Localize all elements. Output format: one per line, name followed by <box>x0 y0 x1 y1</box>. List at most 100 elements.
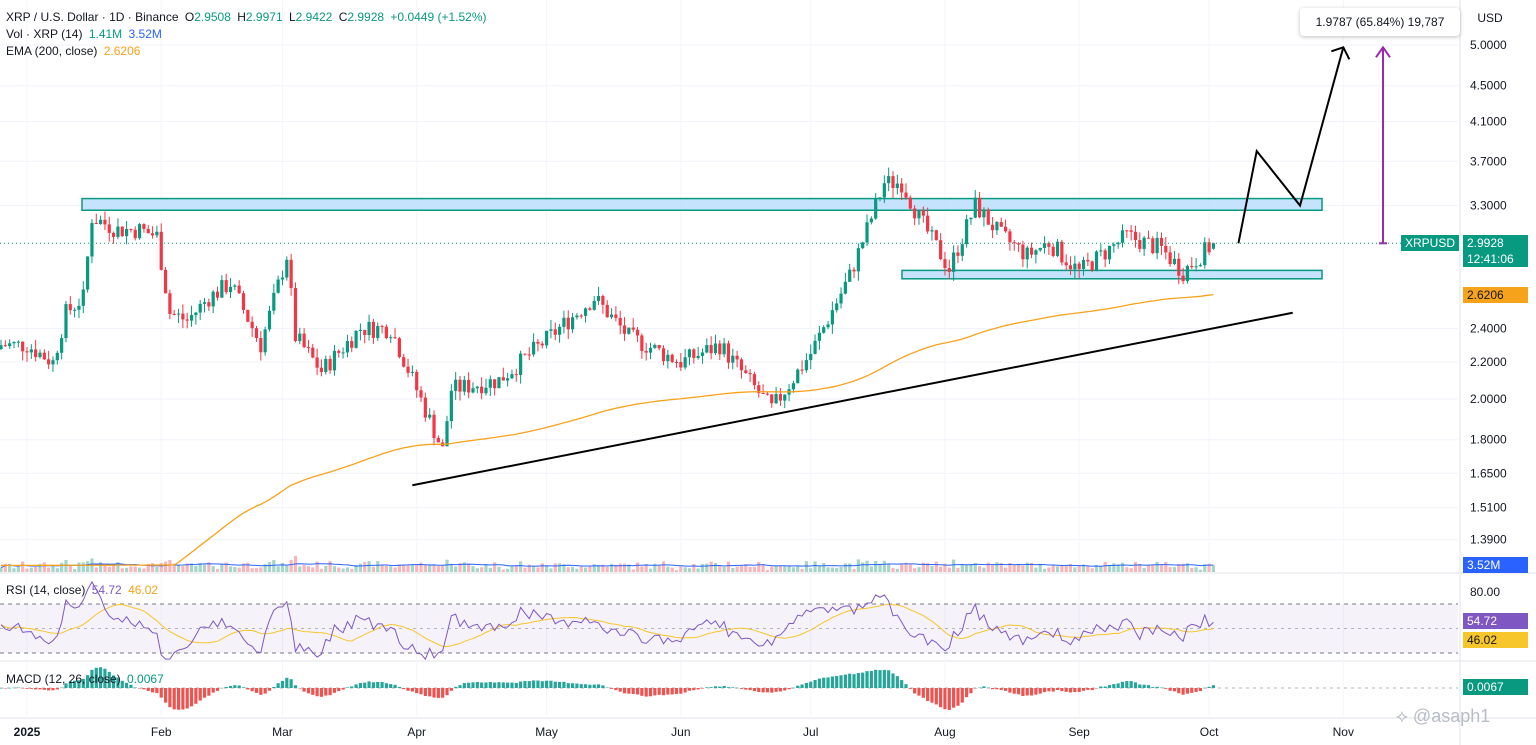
candle-body <box>389 337 393 339</box>
candle-body <box>34 349 38 358</box>
volume-bar <box>263 564 267 572</box>
candle-body <box>211 291 215 307</box>
macd-histogram-bar <box>176 688 181 710</box>
volume-bar <box>956 568 960 572</box>
volume-bars <box>0 555 1216 572</box>
volume-bar <box>393 567 397 572</box>
macd-histogram-bar <box>661 688 666 696</box>
volume-bar <box>1008 563 1012 572</box>
candle-body <box>700 352 705 356</box>
macd-histogram-bar <box>1211 685 1216 688</box>
candle-body <box>1190 265 1194 268</box>
volume-bar <box>423 564 427 572</box>
candle-body <box>687 349 692 358</box>
macd-histogram-bar <box>8 687 12 689</box>
candle-body <box>228 286 233 293</box>
candle-body <box>0 345 3 350</box>
candle-body <box>220 280 224 298</box>
time-tick-label: 2025 <box>14 725 41 739</box>
volume-bar <box>449 563 453 572</box>
macd-histogram-bar <box>705 687 709 688</box>
candle-body <box>86 256 90 290</box>
volume-bar <box>757 561 761 572</box>
volume-bar <box>562 564 566 572</box>
volume-bar <box>735 566 739 572</box>
volume-bar <box>908 564 912 572</box>
macd-histogram-bar <box>1034 688 1038 695</box>
resistance-zone <box>81 197 1323 211</box>
volume-bar <box>878 563 882 572</box>
macd-histogram-bar <box>64 683 68 688</box>
candle-body <box>718 343 722 355</box>
candle-body <box>1185 265 1190 282</box>
volume-bar <box>497 566 501 572</box>
volume-bar <box>1142 567 1146 572</box>
candle-body <box>332 350 337 371</box>
candle-body <box>947 268 951 272</box>
volume-bar <box>354 564 358 572</box>
volume-bar <box>1034 567 1038 572</box>
time-axis[interactable]: 2025 Feb Mar Apr May Jun Jul Aug Sep Oct Nov <box>14 725 1354 739</box>
candle-body <box>484 387 488 394</box>
candle-body <box>1008 231 1012 243</box>
macd-histogram-bar <box>852 674 856 688</box>
candle-body <box>744 370 748 373</box>
macd-legend[interactable]: MACD (12, 26, close) 0.0067 <box>6 672 167 687</box>
macd-histogram-bar <box>1025 688 1029 696</box>
price-axis[interactable]: 5.0000 4.5000 4.1000 3.7000 3.3000 2.4000 2.20… <box>1470 38 1507 599</box>
macd-histogram-bar <box>1190 688 1194 693</box>
candle-body <box>1198 265 1203 267</box>
macd-histogram-bar <box>493 682 497 688</box>
macd-histogram-bar <box>207 688 211 696</box>
macd-histogram-bar <box>332 688 337 693</box>
volume-bar <box>752 566 757 572</box>
macd-histogram-bar <box>224 687 228 688</box>
volume-bar <box>324 565 328 572</box>
price-tick-label: 2.4000 <box>1470 322 1507 336</box>
rsi-pane <box>0 580 1458 661</box>
drawings[interactable] <box>0 45 1458 487</box>
currency-button[interactable]: USD <box>1468 8 1512 28</box>
symbol-legend[interactable]: XRP / U.S. Dollar · 1D · Binance O2.9508… <box>6 10 490 25</box>
volume-bar <box>220 564 224 572</box>
macd-histogram-bar <box>99 667 103 688</box>
volume-bar <box>934 561 938 572</box>
volume-bar <box>869 566 873 572</box>
open-label: O <box>184 10 195 24</box>
volume-bar <box>428 564 432 572</box>
candle-body <box>207 302 211 307</box>
ema-value: 2.6206 <box>103 44 141 58</box>
volume-bar <box>1146 565 1151 572</box>
zones[interactable] <box>81 197 1323 280</box>
macd-histogram-bar <box>770 688 774 693</box>
volume-bar <box>770 566 774 572</box>
volume-bar <box>839 567 843 572</box>
candle-body <box>276 279 280 293</box>
candle-body <box>570 317 575 330</box>
volume-bar <box>1207 563 1211 572</box>
volume-bar <box>480 567 484 572</box>
volume-legend[interactable]: Vol · XRP (14) 1.41M 3.52M <box>6 27 165 42</box>
candle-body <box>501 377 505 381</box>
macd-histogram-bar <box>116 677 120 688</box>
measure-arrowhead <box>1375 45 1391 58</box>
macd-histogram-bar <box>168 688 172 708</box>
volume-bar <box>748 566 752 572</box>
macd-histogram-bar <box>1120 681 1125 688</box>
volume-bar <box>181 566 185 572</box>
ema-legend[interactable]: EMA (200, close) 2.6206 <box>6 44 143 59</box>
candle-body <box>839 293 843 304</box>
macd-histogram-bar <box>137 688 142 689</box>
candle-body <box>406 366 410 373</box>
volume-bar <box>224 562 228 572</box>
candle-body <box>739 359 744 371</box>
rsi-legend[interactable]: RSI (14, close) 54.72 46.02 <box>6 583 161 598</box>
candle-body <box>813 340 817 354</box>
macd-histogram-bar <box>839 675 843 688</box>
macd-histogram-bar <box>337 688 341 692</box>
macd-histogram-bar <box>21 688 25 689</box>
macd-histogram-bar <box>1021 688 1025 696</box>
ema-line <box>1 293 1214 567</box>
